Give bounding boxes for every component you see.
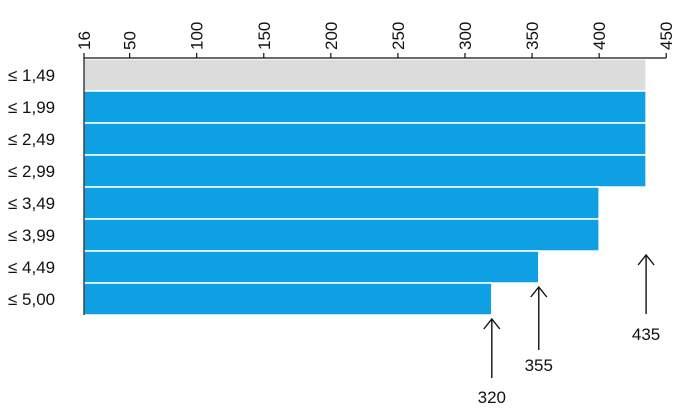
category-label: ≤ 4,49: [8, 258, 55, 277]
category-label: ≤ 1,99: [8, 98, 55, 117]
annotation-label: 355: [525, 356, 553, 375]
x-tick-label: 300: [456, 22, 475, 50]
bar-segment: [83, 58, 647, 92]
x-tick-label: 16: [75, 31, 94, 50]
annotation-arrowhead: [483, 317, 501, 330]
x-tick-label: 200: [322, 22, 341, 50]
category-label: ≤ 1,49: [8, 66, 55, 85]
annotation-arrowhead: [637, 253, 655, 266]
annotation-label: 435: [632, 325, 660, 344]
category-label: ≤ 3,49: [8, 194, 55, 213]
x-tick-label: 100: [188, 22, 207, 50]
annotations: 435 355 320: [478, 253, 660, 407]
bar-segment: [83, 218, 600, 252]
bar-segment: [83, 154, 647, 188]
x-tick-label: 450: [657, 22, 676, 50]
x-tick-label: 350: [523, 22, 542, 50]
category-label: ≤ 3,99: [8, 226, 55, 245]
category-labels: ≤ 1,49 ≤ 1,99 ≤ 2,49 ≤ 2,99 ≤ 3,49 ≤ 3,99 ≤ 4,…: [8, 66, 55, 309]
x-axis: 16 50 100 150 200 250 300 350 400 450: [75, 22, 676, 315]
category-label: ≤ 2,99: [8, 162, 55, 181]
bar-segment: [83, 282, 493, 316]
bar-segment: [83, 250, 540, 284]
x-tick-label: 250: [389, 22, 408, 50]
category-label: ≤ 2,49: [8, 130, 55, 149]
bar-segment: [83, 122, 647, 156]
bar-segment: [83, 90, 647, 124]
x-tick-label: 400: [590, 22, 609, 50]
bars: [83, 58, 647, 316]
bar-segment: [83, 186, 600, 220]
annotation-label: 320: [478, 388, 506, 407]
x-tick-label: 150: [255, 22, 274, 50]
annotation-arrowhead: [530, 285, 548, 298]
category-label: ≤ 5,00: [8, 290, 55, 309]
x-tick-label: 50: [121, 31, 140, 50]
